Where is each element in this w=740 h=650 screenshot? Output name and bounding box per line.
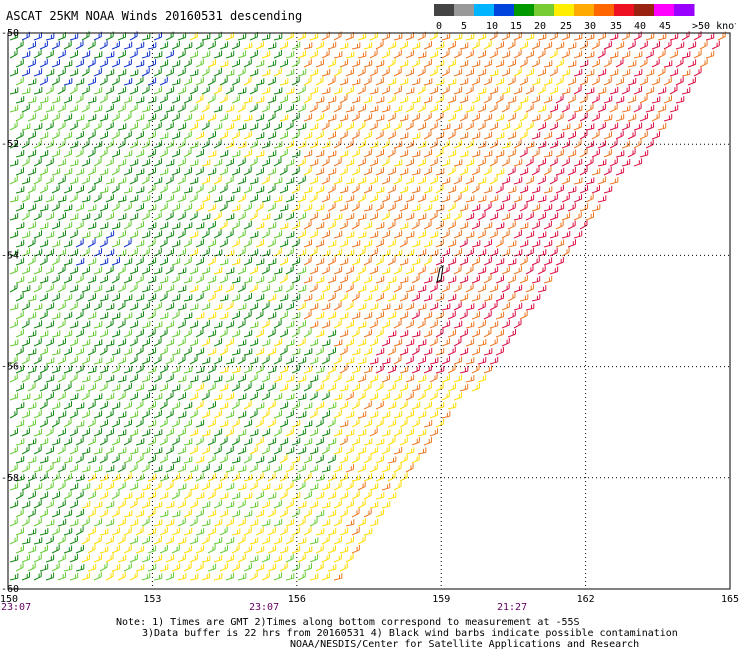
latitude-label: -58 <box>1 473 19 484</box>
legend-label: 5 <box>461 21 467 32</box>
legend-swatch <box>434 4 455 16</box>
legend-labels: 0 5 10 15 20 25 30 35 40 45 >50 knots <box>436 21 736 32</box>
longitude-label: 159 <box>432 594 450 605</box>
time-label: 23:07 <box>249 602 279 613</box>
longitude-label: 162 <box>577 594 595 605</box>
longitude-label: 156 <box>288 594 306 605</box>
legend-label: 15 <box>510 21 522 32</box>
legend-label: 25 <box>560 21 572 32</box>
legend-swatch <box>574 4 595 16</box>
legend-swatch <box>594 4 615 16</box>
time-label: 23:07 <box>1 602 31 613</box>
longitude-label: 165 <box>721 594 739 605</box>
legend-swatch <box>514 4 535 16</box>
legend-swatch <box>654 4 675 16</box>
wind-barb-group <box>9 31 337 581</box>
note-line-1: Note: 1) Times are GMT 2)Times along bot… <box>116 617 580 628</box>
wind-barb-group <box>21 31 174 266</box>
latitude-labels: -50 -52 -54 -56 -58 -60 <box>1 28 19 595</box>
legend-label: 30 <box>584 21 596 32</box>
legend-label: >50 knots <box>692 21 736 32</box>
time-label: 21:27 <box>497 602 527 613</box>
legend-swatch <box>634 4 655 16</box>
legend-swatch <box>454 4 475 16</box>
wind-barb-group <box>9 41 337 581</box>
legend-swatch <box>494 4 515 16</box>
wind-barbs <box>9 31 726 581</box>
note-line-2: 3)Data buffer is 22 hrs from 20160531 4)… <box>142 628 678 639</box>
longitude-label: 150 <box>0 594 18 605</box>
legend-label: 35 <box>610 21 622 32</box>
legend-swatch <box>554 4 575 16</box>
map-frame <box>7 32 731 590</box>
time-labels: 23:07 23:07 21:27 <box>1 602 527 613</box>
longitude-labels: 150 153 156 159 162 165 <box>0 594 739 605</box>
legend-label: 45 <box>659 21 671 32</box>
legend-color-bar <box>434 4 695 16</box>
note-line-3: NOAA/NESDIS/Center for Satellite Applica… <box>290 639 640 650</box>
legend-label: 0 <box>436 21 442 32</box>
latitude-label: -54 <box>1 250 19 261</box>
lat-lon-grid <box>8 33 730 589</box>
legend-swatch <box>674 4 695 16</box>
wind-barb-group <box>81 31 571 581</box>
latitude-label: -60 <box>1 584 19 595</box>
legend-swatch <box>534 4 555 16</box>
map-title: ASCAT 25KM NOAA Winds 20160531 descendin… <box>6 9 303 23</box>
latitude-label: -50 <box>1 28 19 39</box>
wind-barb-group <box>303 31 726 581</box>
wind-speed-legend: 0 5 10 15 20 25 30 35 40 45 >50 knots <box>434 4 736 32</box>
longitude-label: 153 <box>143 594 161 605</box>
wind-barb-group <box>369 31 720 374</box>
island-outline <box>436 264 444 283</box>
legend-label: 20 <box>534 21 546 32</box>
legend-label: 40 <box>634 21 646 32</box>
legend-swatch <box>474 4 495 16</box>
legend-swatch <box>614 4 635 16</box>
latitude-label: -52 <box>1 139 19 150</box>
latitude-label: -56 <box>1 362 19 373</box>
legend-label: 10 <box>486 21 498 32</box>
